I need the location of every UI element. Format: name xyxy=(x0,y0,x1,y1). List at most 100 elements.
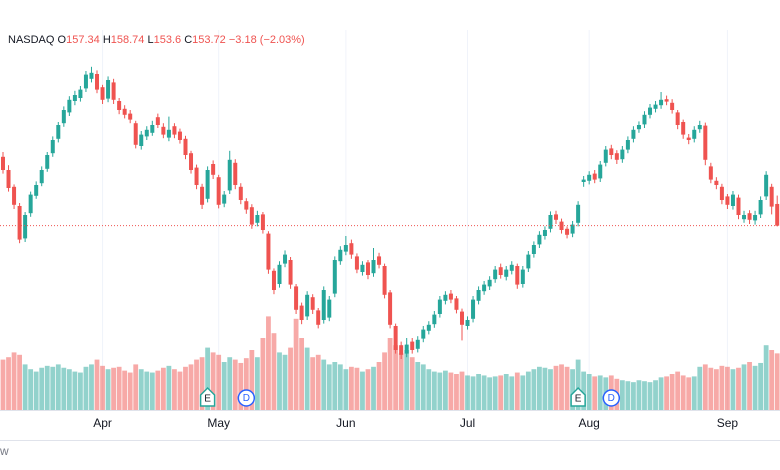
volume-bar xyxy=(61,367,67,410)
volume-bar xyxy=(6,357,11,410)
volume-bar xyxy=(111,367,116,410)
candles xyxy=(0,66,780,359)
volume-bar xyxy=(160,367,166,410)
candle-body xyxy=(244,201,249,210)
volume-bar xyxy=(658,377,664,410)
volume-bar xyxy=(702,364,708,410)
volume-bar xyxy=(586,374,592,410)
volume-bar xyxy=(271,333,277,410)
candle-body xyxy=(321,290,326,320)
volume-bar xyxy=(210,352,216,410)
volume-bar xyxy=(619,380,625,410)
volume-bar xyxy=(249,350,255,410)
volume-bar xyxy=(642,381,647,410)
candle-body xyxy=(498,267,503,275)
candle-body xyxy=(393,326,398,350)
candle-body xyxy=(211,164,216,175)
volume-bar xyxy=(72,371,78,410)
candle-body xyxy=(487,279,492,287)
volume-pane xyxy=(0,316,780,410)
open-value: 157.34 xyxy=(66,34,100,46)
earnings-marker xyxy=(570,386,586,407)
volume-bar xyxy=(431,371,437,410)
volume-bar xyxy=(166,365,172,410)
candle-body xyxy=(155,117,160,125)
candle-body xyxy=(39,170,44,184)
volume-bar xyxy=(116,366,122,410)
volume-bar xyxy=(315,354,321,410)
volume-bar xyxy=(105,369,111,410)
volume-bar xyxy=(321,359,327,410)
candle-body xyxy=(531,245,536,254)
volume-bar xyxy=(227,357,233,410)
volume-bar xyxy=(172,369,177,410)
candle-body xyxy=(144,129,149,137)
candle-body xyxy=(78,89,83,98)
candle-body xyxy=(603,149,608,163)
volume-bar xyxy=(697,366,703,410)
x-tick-label: Jul xyxy=(460,416,475,430)
volume-bar xyxy=(39,367,45,410)
volume-bar xyxy=(293,318,299,410)
volume-bar xyxy=(144,371,150,410)
event-label: E xyxy=(575,394,582,405)
candle-body xyxy=(327,299,332,318)
candle-body xyxy=(642,114,647,125)
volume-bar xyxy=(736,367,741,410)
volume-bar xyxy=(387,338,393,410)
candle-body xyxy=(34,185,39,196)
candle-body xyxy=(249,207,254,225)
candle-body xyxy=(128,113,133,120)
candle-body xyxy=(365,262,370,275)
candle-body xyxy=(719,186,724,200)
candle-body xyxy=(570,224,575,234)
high-letter: H xyxy=(103,34,111,46)
volume-bar xyxy=(365,369,371,410)
volume-bar xyxy=(177,371,183,410)
candle-body xyxy=(598,164,603,179)
volume-bar xyxy=(763,345,769,410)
event-label: E xyxy=(204,394,211,405)
candle-body xyxy=(443,294,448,301)
volume-bar xyxy=(426,369,432,410)
candle-body xyxy=(448,293,453,300)
candle-body xyxy=(520,269,525,284)
volume-bar xyxy=(664,376,669,410)
candle-body xyxy=(548,215,553,229)
candle-body xyxy=(305,294,310,317)
volume-bar xyxy=(216,354,222,410)
candle-body xyxy=(183,138,188,155)
volume-bar xyxy=(188,364,194,410)
candle-body xyxy=(260,214,265,230)
candle-body xyxy=(172,126,177,135)
volume-bar xyxy=(221,362,227,410)
volume-bar xyxy=(260,338,266,410)
candle-body xyxy=(614,153,619,160)
candle-body xyxy=(664,99,669,102)
candle-body xyxy=(697,125,702,130)
candle-body xyxy=(238,186,243,200)
candle-body xyxy=(310,297,315,310)
low-value: 153.6 xyxy=(154,34,182,46)
candle-body xyxy=(200,186,205,205)
candle-body xyxy=(592,173,597,180)
candle-body xyxy=(482,284,487,292)
volume-bar xyxy=(708,367,714,410)
volume-bar xyxy=(647,382,653,410)
candle-body xyxy=(504,269,509,277)
volume-bar xyxy=(133,364,139,410)
candle-body xyxy=(377,256,382,265)
candle-body xyxy=(515,266,520,285)
volume-bar xyxy=(238,362,244,410)
volume-bar xyxy=(149,372,155,410)
candle-body xyxy=(625,140,630,150)
volume-bar xyxy=(348,366,354,410)
candle-body xyxy=(493,269,498,280)
volume-bar xyxy=(415,362,421,410)
volume-bar xyxy=(459,371,465,410)
volume-bar xyxy=(0,359,6,410)
candle-body xyxy=(620,149,625,160)
volume-bar xyxy=(376,362,382,410)
